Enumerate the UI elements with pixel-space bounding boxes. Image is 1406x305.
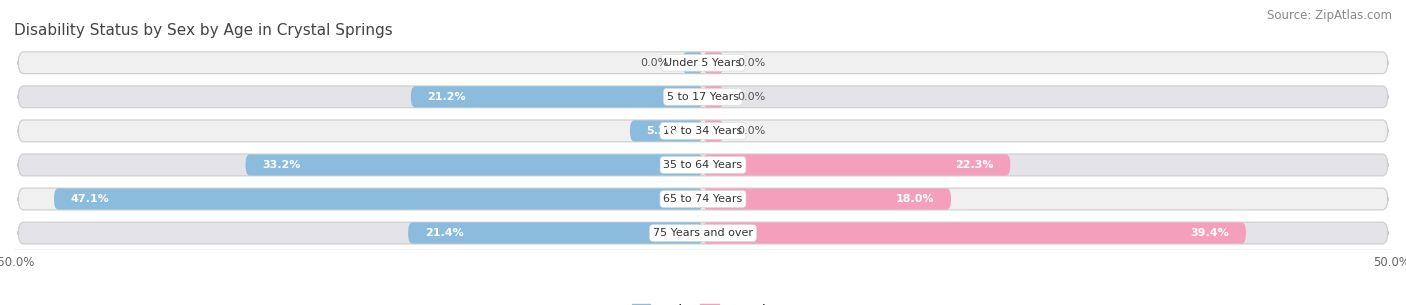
FancyBboxPatch shape <box>703 223 1246 244</box>
Text: Disability Status by Sex by Age in Crystal Springs: Disability Status by Sex by Age in Cryst… <box>14 23 392 38</box>
Text: 21.2%: 21.2% <box>427 92 465 102</box>
FancyBboxPatch shape <box>18 222 1388 244</box>
Text: 0.0%: 0.0% <box>738 58 766 68</box>
Text: 35 to 64 Years: 35 to 64 Years <box>664 160 742 170</box>
FancyBboxPatch shape <box>703 188 950 210</box>
Text: 5 to 17 Years: 5 to 17 Years <box>666 92 740 102</box>
Text: 5.3%: 5.3% <box>647 126 678 136</box>
FancyBboxPatch shape <box>18 154 1388 176</box>
Text: 22.3%: 22.3% <box>955 160 994 170</box>
FancyBboxPatch shape <box>246 154 703 175</box>
Text: 47.1%: 47.1% <box>70 194 110 204</box>
FancyBboxPatch shape <box>18 52 1388 74</box>
FancyBboxPatch shape <box>18 120 1388 142</box>
Text: Source: ZipAtlas.com: Source: ZipAtlas.com <box>1267 9 1392 22</box>
Text: Under 5 Years: Under 5 Years <box>665 58 741 68</box>
Text: 0.0%: 0.0% <box>640 58 669 68</box>
FancyBboxPatch shape <box>682 52 703 73</box>
Text: 33.2%: 33.2% <box>262 160 301 170</box>
Text: 0.0%: 0.0% <box>738 92 766 102</box>
Text: 75 Years and over: 75 Years and over <box>652 228 754 238</box>
Text: 18 to 34 Years: 18 to 34 Years <box>664 126 742 136</box>
FancyBboxPatch shape <box>18 188 1388 210</box>
FancyBboxPatch shape <box>630 120 703 142</box>
FancyBboxPatch shape <box>703 52 724 73</box>
FancyBboxPatch shape <box>703 120 724 142</box>
Text: 65 to 74 Years: 65 to 74 Years <box>664 194 742 204</box>
FancyBboxPatch shape <box>53 188 703 210</box>
Text: 39.4%: 39.4% <box>1191 228 1229 238</box>
Text: 21.4%: 21.4% <box>425 228 464 238</box>
FancyBboxPatch shape <box>703 154 1011 175</box>
FancyBboxPatch shape <box>408 223 703 244</box>
FancyBboxPatch shape <box>411 86 703 107</box>
Legend: Male, Female: Male, Female <box>627 299 779 305</box>
Text: 18.0%: 18.0% <box>896 194 935 204</box>
FancyBboxPatch shape <box>18 86 1388 108</box>
Text: 0.0%: 0.0% <box>738 126 766 136</box>
FancyBboxPatch shape <box>703 86 724 107</box>
